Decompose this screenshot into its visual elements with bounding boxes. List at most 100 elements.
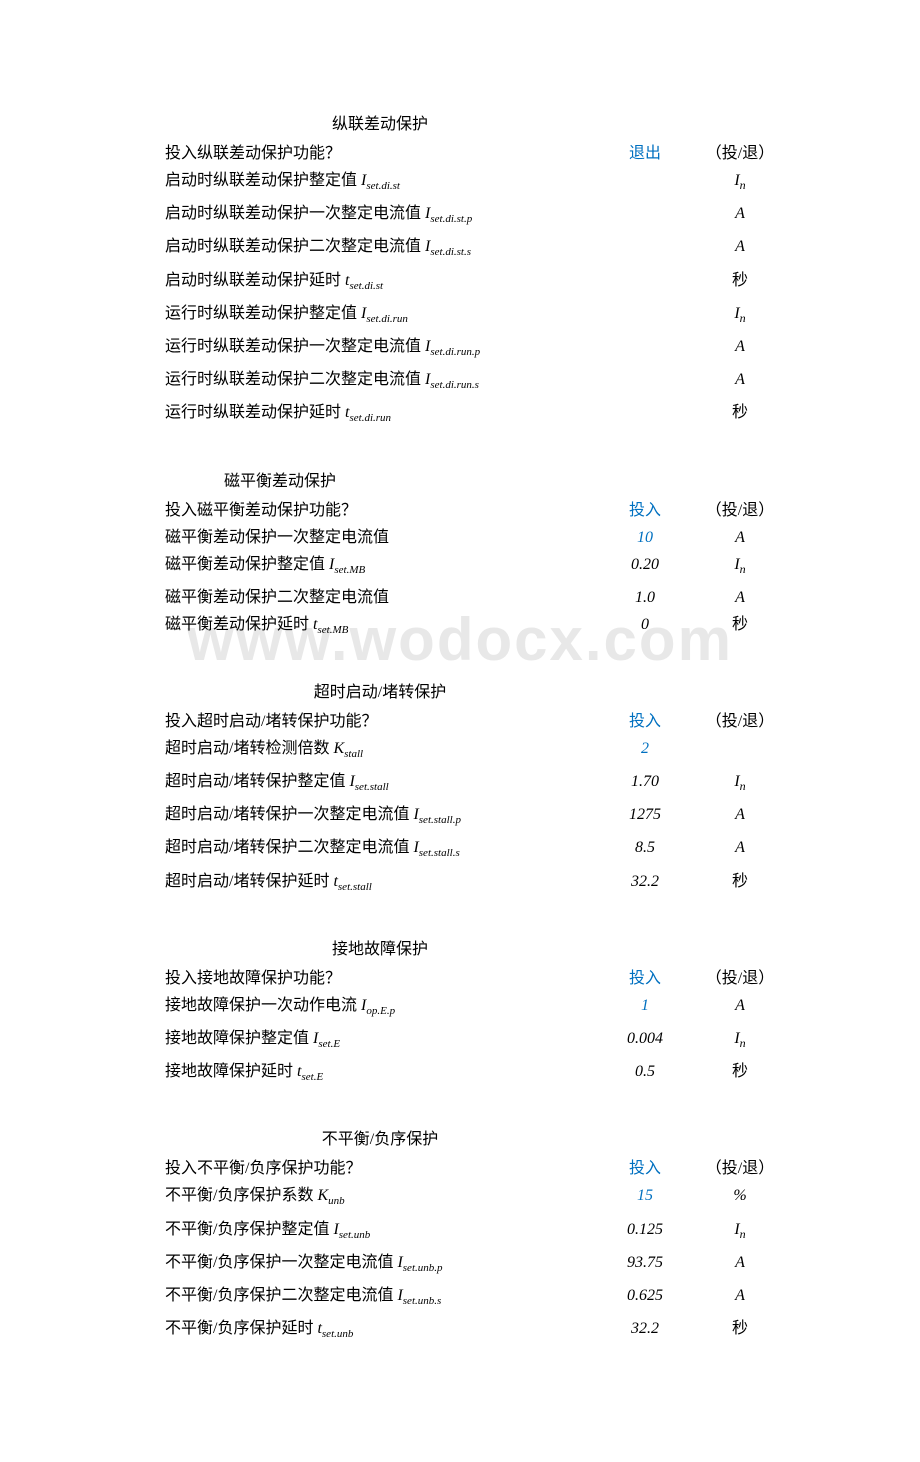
- param-value: 投入: [595, 497, 695, 524]
- param-row: 运行时纵联差动保护整定值 Iset.di.runIn: [80, 300, 840, 333]
- param-value: 15: [595, 1182, 695, 1209]
- section-block: 磁平衡差动保护投入磁平衡差动保护功能？投入（投/退）磁平衡差动保护一次整定电流值…: [80, 467, 840, 644]
- param-label: 超时启动/堵转保护整定值 Iset.stall: [80, 768, 595, 801]
- param-row: 运行时纵联差动保护延时 tset.di.run秒: [80, 399, 840, 432]
- section-block: 接地故障保护投入接地故障保护功能？投入（投/退）接地故障保护一次动作电流 Iop…: [80, 935, 840, 1092]
- param-label: 启动时纵联差动保护一次整定电流值 Iset.di.st.p: [80, 200, 595, 233]
- param-label: 运行时纵联差动保护一次整定电流值 Iset.di.run.p: [80, 333, 595, 366]
- param-unit: In: [695, 551, 785, 583]
- param-value: 投入: [595, 1155, 695, 1182]
- param-row: 运行时纵联差动保护一次整定电流值 Iset.di.run.p A: [80, 333, 840, 366]
- param-unit: （投/退）: [695, 497, 785, 524]
- param-label: 磁平衡差动保护整定值 Iset.MB: [80, 551, 595, 584]
- param-row: 投入超时启动/堵转保护功能？投入（投/退）: [80, 708, 840, 735]
- param-unit: A: [695, 1249, 785, 1276]
- section-title: 超时启动/堵转保护: [80, 678, 840, 702]
- param-row: 启动时纵联差动保护延时 tset.di.st 秒: [80, 267, 840, 300]
- param-value: 0.5: [595, 1058, 695, 1085]
- param-label: 接地故障保护整定值 Iset.E: [80, 1025, 595, 1058]
- param-label: 超时启动/堵转保护一次整定电流值 Iset.stall.p: [80, 801, 595, 834]
- section-block: 纵联差动保护投入纵联差动保护功能？退出（投/退）启动时纵联差动保护整定值 Ise…: [80, 110, 840, 433]
- param-label: 运行时纵联差动保护整定值 Iset.di.run: [80, 300, 595, 333]
- param-value: 10: [595, 524, 695, 551]
- param-row: 投入纵联差动保护功能？退出（投/退）: [80, 140, 840, 167]
- param-row: 磁平衡差动保护一次整定电流值10A: [80, 524, 840, 551]
- param-row: 不平衡/负序保护系数 Kunb15%: [80, 1182, 840, 1215]
- param-row: 超时启动/堵转保护一次整定电流值 Iset.stall.p1275A: [80, 801, 840, 834]
- param-value: 93.75: [595, 1249, 695, 1276]
- param-label: 超时启动/堵转保护延时 tset.stall: [80, 868, 595, 901]
- param-unit: A: [695, 366, 785, 393]
- param-row: 不平衡/负序保护延时 tset.unb32.2秒: [80, 1315, 840, 1348]
- param-label: 投入不平衡/负序保护功能？: [80, 1155, 595, 1182]
- param-row: 启动时纵联差动保护二次整定电流值 Iset.di.st.sA: [80, 233, 840, 266]
- section-title: 不平衡/负序保护: [80, 1125, 840, 1149]
- param-value: 退出: [595, 140, 695, 167]
- param-label: 运行时纵联差动保护延时 tset.di.run: [80, 399, 595, 432]
- param-label: 不平衡/负序保护整定值 Iset.unb: [80, 1216, 595, 1249]
- param-unit: A: [695, 801, 785, 828]
- param-row: 超时启动/堵转保护二次整定电流值 Iset.stall.s8.5A: [80, 834, 840, 867]
- param-row: 不平衡/负序保护二次整定电流值 Iset.unb.s0.625A: [80, 1282, 840, 1315]
- param-row: 超时启动/堵转检测倍数 Kstall2: [80, 735, 840, 768]
- section-title: 磁平衡差动保护: [80, 467, 840, 491]
- param-row: 不平衡/负序保护整定值 Iset.unb0.125In: [80, 1216, 840, 1249]
- param-unit: 秒: [695, 1058, 785, 1085]
- param-label: 接地故障保护一次动作电流 Iop.E.p: [80, 992, 595, 1025]
- param-label: 磁平衡差动保护一次整定电流值: [80, 524, 595, 551]
- param-unit: A: [695, 200, 785, 227]
- param-label: 超时启动/堵转保护二次整定电流值 Iset.stall.s: [80, 834, 595, 867]
- param-label: 投入接地故障保护功能？: [80, 965, 595, 992]
- param-row: 磁平衡差动保护二次整定电流值1.0A: [80, 584, 840, 611]
- param-unit: 秒: [695, 868, 785, 895]
- param-unit: A: [695, 834, 785, 861]
- param-label: 接地故障保护延时 tset.E: [80, 1058, 595, 1091]
- param-label: 不平衡/负序保护一次整定电流值 Iset.unb.p: [80, 1249, 595, 1282]
- param-row: 接地故障保护一次动作电流 Iop.E.p1A: [80, 992, 840, 1025]
- param-unit: 秒: [695, 1315, 785, 1342]
- param-row: 启动时纵联差动保护一次整定电流值 Iset.di.st.p A: [80, 200, 840, 233]
- param-label: 超时启动/堵转检测倍数 Kstall: [80, 735, 595, 768]
- section-block: 不平衡/负序保护投入不平衡/负序保护功能？投入（投/退）不平衡/负序保护系数 K…: [80, 1125, 840, 1348]
- param-unit: 秒: [695, 611, 785, 638]
- param-unit: （投/退）: [695, 1155, 785, 1182]
- section-title: 接地故障保护: [80, 935, 840, 959]
- param-unit: A: [695, 1282, 785, 1309]
- param-unit: A: [695, 524, 785, 551]
- param-row: 超时启动/堵转保护整定值 Iset.stall1.70In: [80, 768, 840, 801]
- param-value: 0.20: [595, 551, 695, 578]
- param-value: 1275: [595, 801, 695, 828]
- param-row: 投入不平衡/负序保护功能？投入（投/退）: [80, 1155, 840, 1182]
- param-row: 磁平衡差动保护延时 tset.MB0秒: [80, 611, 840, 644]
- param-label: 磁平衡差动保护二次整定电流值: [80, 584, 595, 611]
- param-unit: A: [695, 333, 785, 360]
- param-value: 0.004: [595, 1025, 695, 1052]
- param-label: 启动时纵联差动保护延时 tset.di.st: [80, 267, 595, 300]
- param-row: 接地故障保护延时 tset.E0.5秒: [80, 1058, 840, 1091]
- param-row: 投入接地故障保护功能？投入（投/退）: [80, 965, 840, 992]
- param-unit: In: [695, 1025, 785, 1057]
- param-value: 8.5: [595, 834, 695, 861]
- param-label: 启动时纵联差动保护整定值 Iset.di.st: [80, 167, 595, 200]
- param-unit: （投/退）: [695, 140, 785, 167]
- param-label: 不平衡/负序保护延时 tset.unb: [80, 1315, 595, 1348]
- param-unit: In: [695, 1216, 785, 1248]
- param-unit: In: [695, 167, 785, 199]
- param-label: 投入纵联差动保护功能？: [80, 140, 595, 167]
- param-unit: 秒: [695, 267, 785, 294]
- param-unit: %: [695, 1182, 785, 1209]
- section-block: 超时启动/堵转保护投入超时启动/堵转保护功能？投入（投/退）超时启动/堵转检测倍…: [80, 678, 840, 901]
- param-row: 运行时纵联差动保护二次整定电流值 Iset.di.run.sA: [80, 366, 840, 399]
- param-unit: （投/退）: [695, 708, 785, 735]
- param-value: 投入: [595, 708, 695, 735]
- param-label: 磁平衡差动保护延时 tset.MB: [80, 611, 595, 644]
- param-value: 32.2: [595, 868, 695, 895]
- param-label: 投入超时启动/堵转保护功能？: [80, 708, 595, 735]
- param-label: 启动时纵联差动保护二次整定电流值 Iset.di.st.s: [80, 233, 595, 266]
- param-value: 2: [595, 735, 695, 762]
- document-content: 纵联差动保护投入纵联差动保护功能？退出（投/退）启动时纵联差动保护整定值 Ise…: [80, 110, 840, 1348]
- param-row: 超时启动/堵转保护延时 tset.stall32.2秒: [80, 868, 840, 901]
- param-unit: A: [695, 584, 785, 611]
- param-value: 1.0: [595, 584, 695, 611]
- param-unit: In: [695, 768, 785, 800]
